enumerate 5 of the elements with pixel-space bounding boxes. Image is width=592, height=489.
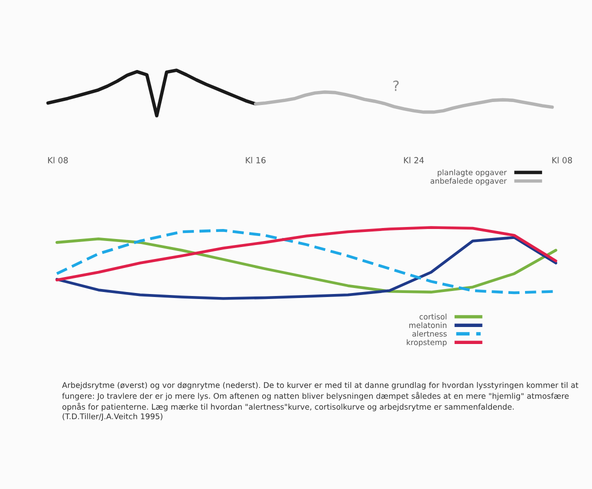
x-tick-label: Kl 08 bbox=[552, 156, 572, 164]
annotation: ? bbox=[393, 80, 399, 91]
x-tick-label: Kl 16 bbox=[246, 156, 266, 164]
x-tick-label: Kl 08 bbox=[48, 156, 68, 164]
x-tick-label: Kl 24 bbox=[404, 156, 424, 164]
